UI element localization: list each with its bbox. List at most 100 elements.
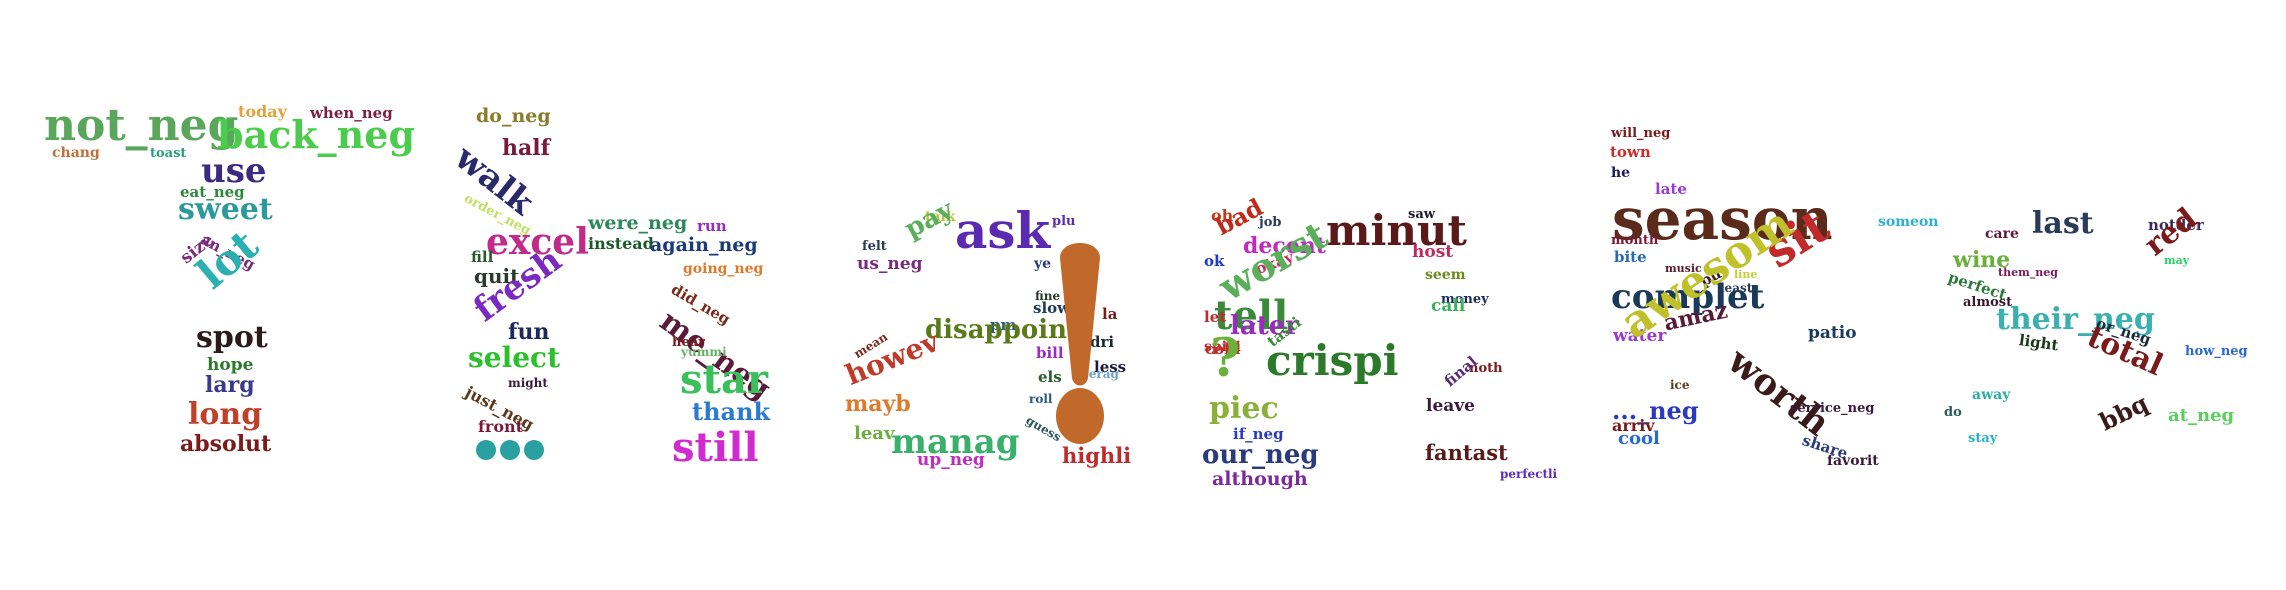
word-cold: cold [1205,340,1241,358]
word-today: today [238,102,287,121]
word-highli: highli [1062,443,1132,468]
word-slow: slow [1033,299,1071,317]
word-still: still [672,424,759,471]
word-fun: fun [508,319,550,345]
word-fill: fill [471,248,494,266]
word-run: run [697,217,727,235]
word-sweet: sweet [178,192,273,227]
word-less: less [1094,358,1127,376]
word-red: red [2138,201,2204,264]
word-may: may [2164,254,2190,267]
word-almost: almost [1963,295,2013,310]
word-light: light [2017,331,2060,355]
word-larg: larg [205,372,255,398]
word-although: although [1212,468,1308,490]
word-leav: leav [854,423,895,444]
word-last: last [2032,206,2094,241]
word-again-neg: again_neg [650,234,758,256]
word-perfectli: perfectli [1500,467,1558,481]
word-favorit: favorit [1827,453,1879,469]
word-notder: notder [2148,216,2204,234]
word-chang: chang [52,145,100,161]
word-fine: fine [1035,289,1061,303]
word-felt: felt [862,239,887,254]
word-excel: excel [486,221,589,263]
word-talk: talk [925,209,956,225]
word-mayb: mayb [845,391,911,417]
word-he: he [1611,165,1631,181]
word-season: season [1612,185,1833,253]
word-els: els [1038,368,1062,386]
word-noth: noth [1469,361,1503,376]
word-decent: decent [1243,233,1326,259]
exclamation-mark-glyph [1056,243,1104,444]
word-them-neg: them_neg [1998,266,2058,279]
word-not-neg: not_neg [44,100,239,151]
word-at-neg: at_neg [2168,405,2235,426]
word-away: away [1972,387,2011,403]
word-line: line [1734,268,1758,281]
word-when-neg: when_neg [310,104,393,122]
word-half: half [502,135,551,161]
word-yummi: yummi [681,345,727,359]
word-ok: ok [1204,252,1225,270]
word-do-neg: do_neg [476,105,551,127]
word-us-neg: us_neg [857,254,923,274]
word-roll: roll [1029,392,1053,406]
word-instead: instead [588,234,654,253]
word-front: front [478,417,524,436]
ellipsis-dot-3 [524,440,544,460]
word-crispi: crispi [1266,336,1399,385]
word-care: care [1985,226,2019,242]
word-leave: leave [1426,396,1475,416]
ellipsis-dots [476,440,544,460]
word-thank: thank [692,397,771,426]
word-quit: quit [474,264,520,288]
word-how-neg: how_neg [2185,344,2248,359]
word-money: money [1441,292,1489,307]
word-might: might [508,376,548,390]
word-call: call [1431,296,1466,316]
word-select: select [468,341,561,374]
word-plu: plu [1052,214,1076,229]
word-pay: pay [900,194,959,245]
word-someon: someon [1878,214,1939,230]
word-going-neg: going_neg [683,261,764,277]
word-water: water [1613,326,1667,346]
word-eat-neg: eat_neg [180,183,245,201]
word-let: let [1204,308,1227,326]
word-were-neg: were_neg [588,212,688,234]
word-spici: spici [1204,339,1241,355]
word-stay: stay [1968,431,1998,446]
word-la: la [1102,305,1118,323]
word-service-neg: service_neg [1790,401,1875,416]
word-use: use [201,151,267,191]
word-our-neg: our_neg [1202,440,1319,470]
word-absolut: absolut [180,431,272,457]
word-bill: bill [1036,344,1064,362]
word-job: job [1259,215,1282,230]
word-spot: spot [196,320,268,355]
word-hope: hope [207,355,254,375]
word-up-neg: up_neg [917,450,985,470]
word-dri: dri [1090,333,1115,351]
ellipsis-dot-1 [476,440,496,460]
word-back-neg: back_neg [217,112,416,157]
word-fantast: fantast [1425,440,1508,465]
word-do: do [1944,405,1962,420]
word-ask: ask [955,201,1051,260]
word-cool: cool [1618,428,1660,449]
word-toast: toast [150,146,187,161]
word-host: host [1412,242,1454,262]
word-neg: ..._neg [1612,396,1699,425]
word-their-neg: their_neg [1996,302,2155,337]
word-saw: saw [1408,207,1435,222]
word-manag: manag [891,422,1020,462]
word-late: late [1655,180,1687,198]
word-piec: piec [1209,391,1279,426]
word-minut: minut [1326,206,1467,255]
word-if-neg: if_neg [1233,425,1284,443]
word-tell: tell [1214,292,1289,339]
word-oh: oh [1211,206,1234,225]
